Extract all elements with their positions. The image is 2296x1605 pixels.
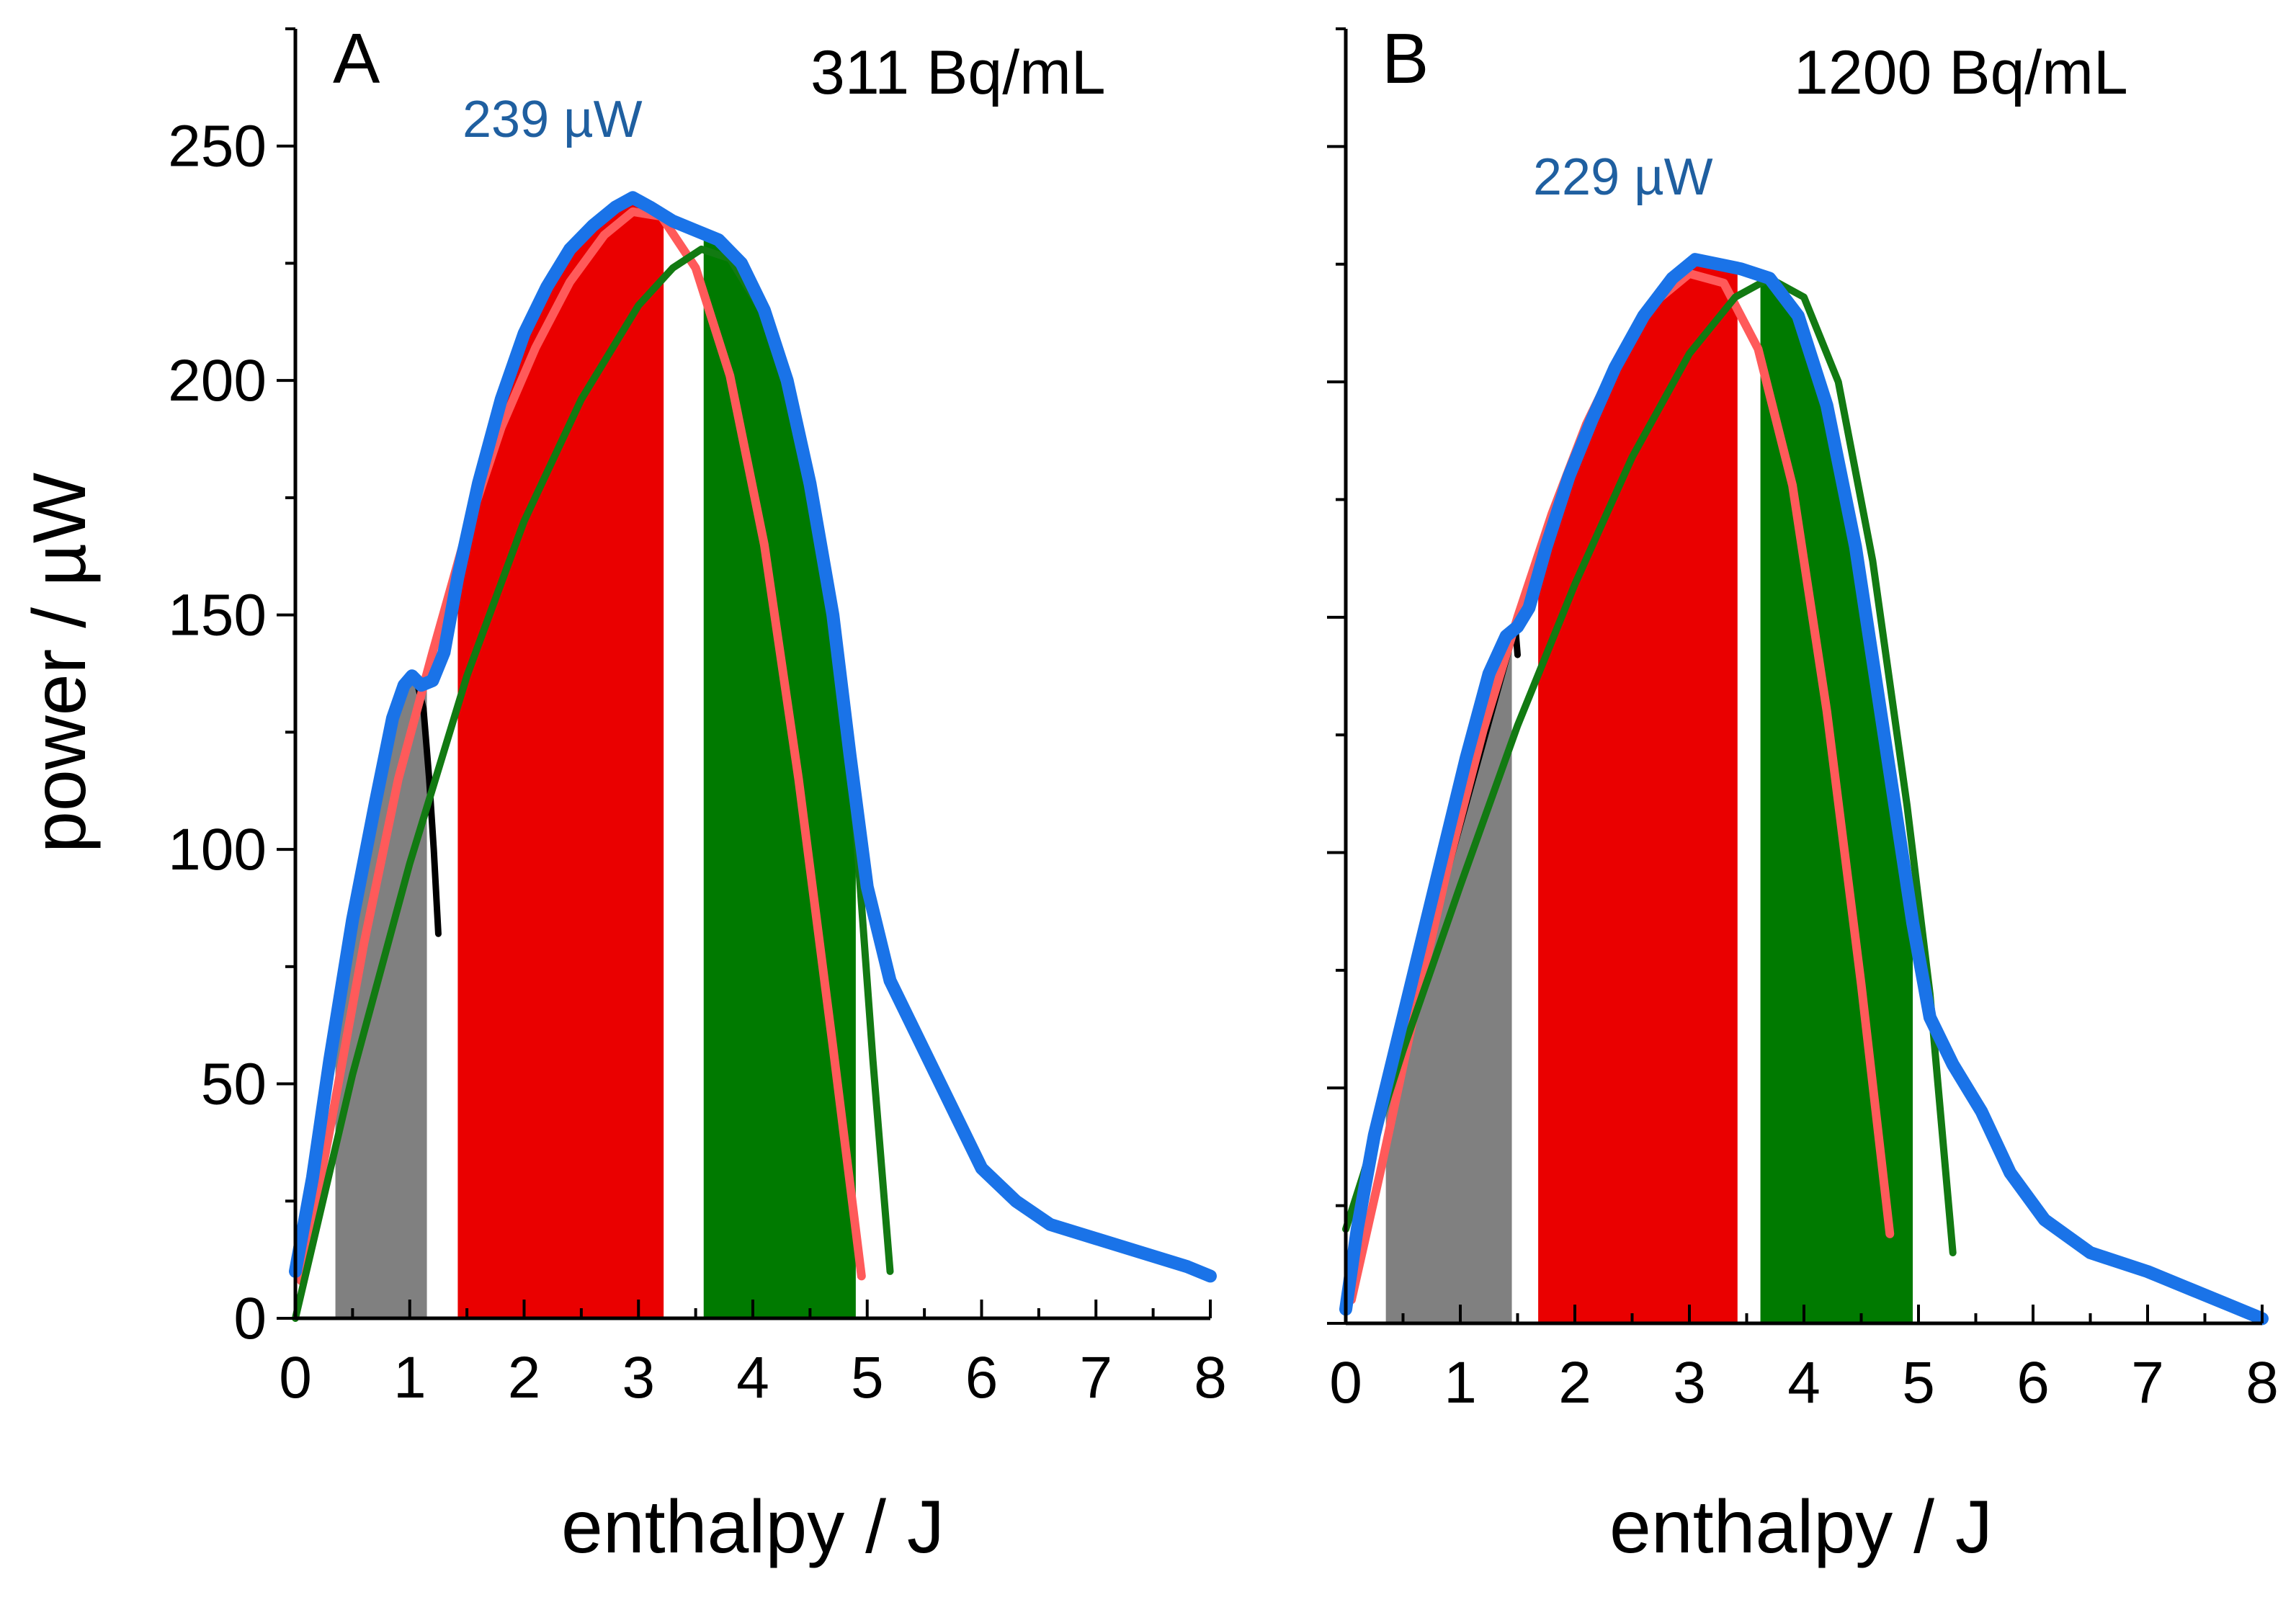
- panel-a-series-fit-early: [296, 207, 866, 1285]
- panel-a-x-tick-label: 3: [622, 1345, 655, 1410]
- panel-a-peak-label: 239 µW: [463, 91, 643, 148]
- panel-a-area-grey: [335, 676, 427, 1318]
- panel-b-shaded-areas: [1385, 259, 1913, 1324]
- panel-b-x-tick-label: 3: [1673, 1350, 1706, 1416]
- panel-b-x-tick-label: 7: [2131, 1350, 2164, 1416]
- panel-a-ticks: 0 1 2 3 4 5 6 7 8 0 50 100 150 200 250: [168, 27, 1227, 1410]
- panel-b-x-tick-label: 4: [1787, 1350, 1821, 1416]
- panel-a-x-tick-label: 7: [1079, 1345, 1112, 1410]
- panel-a-shaded-areas: [335, 197, 856, 1318]
- panel-a-y-tick-label: 150: [168, 583, 267, 648]
- panel-a-y-tick-label: 50: [201, 1052, 267, 1117]
- panel-b-letter: B: [1382, 19, 1429, 98]
- panel-b-series: [1339, 253, 2269, 1325]
- panel-a-series: [289, 191, 1217, 1322]
- panel-a-x-tick-label: 4: [736, 1345, 769, 1410]
- panel-a-y-tick-label: 100: [168, 817, 267, 882]
- panel-a-x-axis-title: enthalpy / J: [561, 1485, 944, 1569]
- panel-b-series-fit-late: [1342, 274, 1957, 1256]
- panel-a-y-tick-label: 200: [168, 348, 267, 413]
- panel-b-x-tick-label: 5: [1902, 1350, 1935, 1416]
- panel-a-area-red: [457, 197, 664, 1318]
- panel-b-area-grey: [1385, 631, 1512, 1323]
- panel-b-x-tick-label: 2: [1558, 1350, 1591, 1416]
- panel-a-y-tick-label: 250: [168, 114, 267, 179]
- panel-a-series-measured: [289, 191, 1217, 1283]
- panel-b: 0 1 2 3 4 5 6 7 8 B 1200 Bq/mL 229 µW enthalpy /…: [1327, 19, 2279, 1569]
- panel-a-x-tick-label: 2: [508, 1345, 541, 1410]
- panel-b-concentration: 1200 Bq/mL: [1794, 38, 2128, 107]
- panel-b-x-tick-label: 6: [2016, 1350, 2050, 1416]
- panel-b-x-tick-label: 8: [2246, 1350, 2279, 1416]
- panel-b-x-tick-label: 1: [1444, 1350, 1477, 1416]
- panel-b-area-red: [1538, 259, 1738, 1324]
- panel-b-x-axis-title: enthalpy / J: [1609, 1485, 1993, 1569]
- panel-a-x-tick-label: 1: [393, 1345, 426, 1410]
- panel-a-area-green: [703, 233, 856, 1318]
- panel-a-concentration: 311 Bq/mL: [810, 38, 1106, 107]
- panel-b-series-measured: [1339, 253, 2269, 1325]
- panel-b-peak-label: 229 µW: [1533, 148, 1713, 206]
- panel-a-letter: A: [333, 19, 380, 98]
- y-axis-title: power / µW: [18, 473, 102, 853]
- panel-a: 0 1 2 3 4 5 6 7 8 0 50 100 150 200 250 A 311 Bq/mL 239…: [168, 19, 1227, 1569]
- panel-a-x-tick-label: 0: [279, 1345, 312, 1410]
- panel-a-y-tick-label: 0: [233, 1286, 267, 1351]
- panel-a-x-tick-label: 6: [965, 1345, 999, 1410]
- panel-a-x-tick-label: 8: [1194, 1345, 1227, 1410]
- panel-b-x-tick-label: 0: [1329, 1350, 1362, 1416]
- panel-a-x-tick-label: 5: [851, 1345, 884, 1410]
- panel-b-ticks: 0 1 2 3 4 5 6 7 8: [1327, 27, 2279, 1416]
